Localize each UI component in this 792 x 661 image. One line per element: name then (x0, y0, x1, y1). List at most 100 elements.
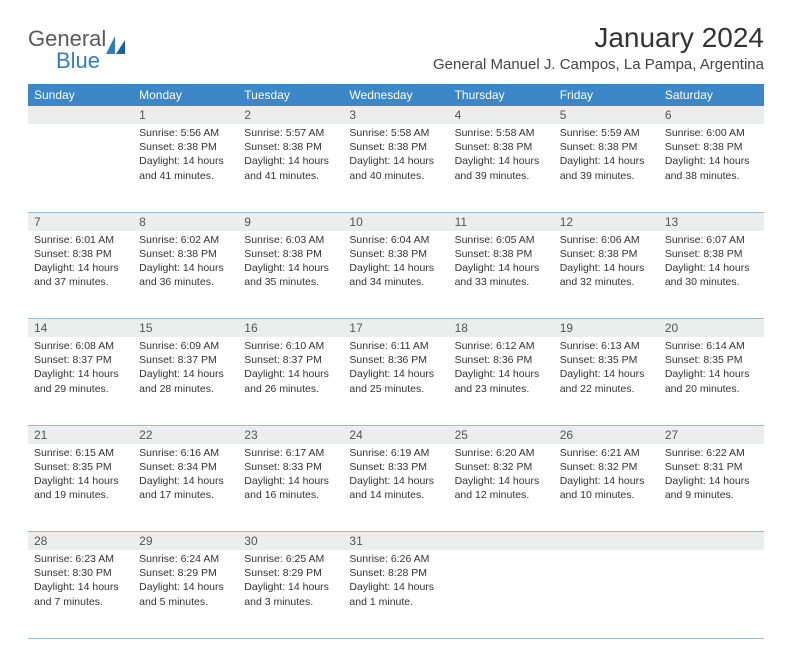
calendar-table: SundayMondayTuesdayWednesdayThursdayFrid… (28, 84, 764, 639)
day-cell: Sunrise: 6:21 AMSunset: 8:32 PMDaylight:… (554, 444, 659, 532)
sunset-line: Sunset: 8:38 PM (349, 140, 442, 154)
day-cell: Sunrise: 6:09 AMSunset: 8:37 PMDaylight:… (133, 337, 238, 425)
day-number (449, 532, 554, 551)
day-number: 22 (133, 425, 238, 444)
day-cell: Sunrise: 5:58 AMSunset: 8:38 PMDaylight:… (343, 124, 448, 212)
sunrise-line: Sunrise: 6:12 AM (455, 339, 548, 353)
day-cell: Sunrise: 6:06 AMSunset: 8:38 PMDaylight:… (554, 231, 659, 319)
day-number: 31 (343, 532, 448, 551)
sunset-line: Sunset: 8:36 PM (455, 353, 548, 367)
day-cell: Sunrise: 6:16 AMSunset: 8:34 PMDaylight:… (133, 444, 238, 532)
sunrise-line: Sunrise: 6:08 AM (34, 339, 127, 353)
daylight-line: Daylight: 14 hours and 39 minutes. (455, 154, 548, 182)
day-number (554, 532, 659, 551)
sunset-line: Sunset: 8:33 PM (244, 460, 337, 474)
day-number: 15 (133, 319, 238, 338)
sunrise-line: Sunrise: 6:25 AM (244, 552, 337, 566)
sunrise-line: Sunrise: 6:06 AM (560, 233, 653, 247)
daynum-row: 78910111213 (28, 212, 764, 231)
sunrise-line: Sunrise: 6:10 AM (244, 339, 337, 353)
daylight-line: Daylight: 14 hours and 19 minutes. (34, 474, 127, 502)
day-number: 11 (449, 212, 554, 231)
day-number: 3 (343, 106, 448, 124)
week-row: Sunrise: 5:56 AMSunset: 8:38 PMDaylight:… (28, 124, 764, 212)
day-cell: Sunrise: 6:25 AMSunset: 8:29 PMDaylight:… (238, 550, 343, 638)
day-cell: Sunrise: 6:08 AMSunset: 8:37 PMDaylight:… (28, 337, 133, 425)
sunset-line: Sunset: 8:38 PM (560, 140, 653, 154)
sunset-line: Sunset: 8:32 PM (560, 460, 653, 474)
sunset-line: Sunset: 8:38 PM (349, 247, 442, 261)
day-cell: Sunrise: 6:10 AMSunset: 8:37 PMDaylight:… (238, 337, 343, 425)
brand-logo: General Blue (28, 22, 126, 74)
daylight-line: Daylight: 14 hours and 34 minutes. (349, 261, 442, 289)
sunrise-line: Sunrise: 6:19 AM (349, 446, 442, 460)
daylight-line: Daylight: 14 hours and 26 minutes. (244, 367, 337, 395)
daylight-line: Daylight: 14 hours and 32 minutes. (560, 261, 653, 289)
weekday-header: Friday (554, 84, 659, 106)
day-number: 1 (133, 106, 238, 124)
daylight-line: Daylight: 14 hours and 3 minutes. (244, 580, 337, 608)
weekday-header-row: SundayMondayTuesdayWednesdayThursdayFrid… (28, 84, 764, 106)
sunrise-line: Sunrise: 6:14 AM (665, 339, 758, 353)
sunset-line: Sunset: 8:37 PM (139, 353, 232, 367)
daylight-line: Daylight: 14 hours and 36 minutes. (139, 261, 232, 289)
day-cell: Sunrise: 6:01 AMSunset: 8:38 PMDaylight:… (28, 231, 133, 319)
week-row: Sunrise: 6:08 AMSunset: 8:37 PMDaylight:… (28, 337, 764, 425)
sunset-line: Sunset: 8:38 PM (560, 247, 653, 261)
day-cell: Sunrise: 5:58 AMSunset: 8:38 PMDaylight:… (449, 124, 554, 212)
day-cell: Sunrise: 6:11 AMSunset: 8:36 PMDaylight:… (343, 337, 448, 425)
daylight-line: Daylight: 14 hours and 14 minutes. (349, 474, 442, 502)
sunrise-line: Sunrise: 6:07 AM (665, 233, 758, 247)
sunrise-line: Sunrise: 6:17 AM (244, 446, 337, 460)
sunset-line: Sunset: 8:38 PM (665, 247, 758, 261)
daynum-row: 14151617181920 (28, 319, 764, 338)
day-cell: Sunrise: 6:24 AMSunset: 8:29 PMDaylight:… (133, 550, 238, 638)
day-number: 17 (343, 319, 448, 338)
daylight-line: Daylight: 14 hours and 17 minutes. (139, 474, 232, 502)
day-cell: Sunrise: 6:19 AMSunset: 8:33 PMDaylight:… (343, 444, 448, 532)
day-number: 8 (133, 212, 238, 231)
daylight-line: Daylight: 14 hours and 12 minutes. (455, 474, 548, 502)
sunset-line: Sunset: 8:29 PM (244, 566, 337, 580)
sails-icon (106, 36, 126, 54)
day-number: 28 (28, 532, 133, 551)
day-cell: Sunrise: 6:14 AMSunset: 8:35 PMDaylight:… (659, 337, 764, 425)
day-cell: Sunrise: 6:13 AMSunset: 8:35 PMDaylight:… (554, 337, 659, 425)
location-subtitle: General Manuel J. Campos, La Pampa, Arge… (433, 56, 764, 73)
weekday-header: Thursday (449, 84, 554, 106)
day-number: 12 (554, 212, 659, 231)
sunrise-line: Sunrise: 5:58 AM (455, 126, 548, 140)
sunset-line: Sunset: 8:38 PM (139, 247, 232, 261)
day-cell: Sunrise: 6:03 AMSunset: 8:38 PMDaylight:… (238, 231, 343, 319)
day-cell: Sunrise: 6:26 AMSunset: 8:28 PMDaylight:… (343, 550, 448, 638)
weekday-header: Monday (133, 84, 238, 106)
sunrise-line: Sunrise: 5:59 AM (560, 126, 653, 140)
day-cell: Sunrise: 6:22 AMSunset: 8:31 PMDaylight:… (659, 444, 764, 532)
sunrise-line: Sunrise: 6:00 AM (665, 126, 758, 140)
day-cell: Sunrise: 5:57 AMSunset: 8:38 PMDaylight:… (238, 124, 343, 212)
sunset-line: Sunset: 8:33 PM (349, 460, 442, 474)
daylight-line: Daylight: 14 hours and 22 minutes. (560, 367, 653, 395)
day-number: 27 (659, 425, 764, 444)
sunrise-line: Sunrise: 6:09 AM (139, 339, 232, 353)
sunset-line: Sunset: 8:36 PM (349, 353, 442, 367)
sunrise-line: Sunrise: 6:26 AM (349, 552, 442, 566)
day-number: 20 (659, 319, 764, 338)
day-number (659, 532, 764, 551)
sunset-line: Sunset: 8:37 PM (34, 353, 127, 367)
day-cell: Sunrise: 6:02 AMSunset: 8:38 PMDaylight:… (133, 231, 238, 319)
month-title: January 2024 (433, 22, 764, 54)
day-cell: Sunrise: 6:07 AMSunset: 8:38 PMDaylight:… (659, 231, 764, 319)
daylight-line: Daylight: 14 hours and 39 minutes. (560, 154, 653, 182)
sunrise-line: Sunrise: 6:24 AM (139, 552, 232, 566)
daylight-line: Daylight: 14 hours and 7 minutes. (34, 580, 127, 608)
sunrise-line: Sunrise: 5:58 AM (349, 126, 442, 140)
sunset-line: Sunset: 8:29 PM (139, 566, 232, 580)
day-cell (659, 550, 764, 638)
day-cell: Sunrise: 6:05 AMSunset: 8:38 PMDaylight:… (449, 231, 554, 319)
sunset-line: Sunset: 8:38 PM (665, 140, 758, 154)
sunrise-line: Sunrise: 6:23 AM (34, 552, 127, 566)
sunrise-line: Sunrise: 6:13 AM (560, 339, 653, 353)
daylight-line: Daylight: 14 hours and 29 minutes. (34, 367, 127, 395)
day-number: 23 (238, 425, 343, 444)
